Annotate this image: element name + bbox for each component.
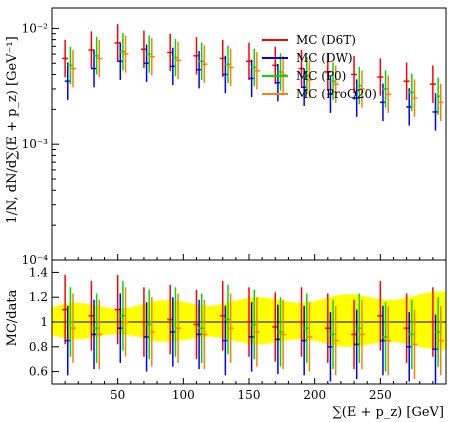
y-tick-label-top: 10⁻³ [22,137,49,151]
legend-label: MC (P0) [296,69,346,83]
x-tick-label: 200 [303,388,326,402]
y-axis-title-bottom: MC/data [5,289,20,346]
legend-label: MC (D6T) [296,33,356,47]
x-tick-label: 50 [110,388,125,402]
ratio-layer [62,274,444,384]
y-tick-label-bottom: 0.6 [29,365,48,379]
y-tick-label-bottom: 1 [40,315,48,329]
legend-label: MC (DW) [296,51,353,65]
series-layer [62,24,444,131]
legend: MC (D6T) MC (DW) MC (P0) MC (ProQ20) [262,33,377,101]
ratio-series-0 [62,274,436,370]
x-tick-label: 150 [238,388,261,402]
series-0 [62,24,436,103]
series-3 [70,35,444,121]
ratio-series-3 [70,287,444,380]
x-tick-label: 100 [172,388,195,402]
y-tick-label-bottom: 1.2 [29,290,48,304]
y-axis-title-top: 1/N, dN/d∑(E + p_z) [GeV⁻¹] [5,36,20,223]
x-axis-title: ∑(E + p_z) [GeV] [333,405,444,420]
axis-layer: 50 100 150 200 250 10⁻² 10⁻³ 10⁻⁴ 0.6 0.8 1 1.2 1.4 [22,21,434,402]
legend-label: MC (ProQ20) [296,87,377,101]
x-tick-label: 250 [369,388,392,402]
y-tick-label-top: 10⁻⁴ [22,253,49,267]
y-tick-label-bottom: 0.8 [29,340,48,354]
y-tick-label-bottom: 1.4 [29,265,48,279]
y-tick-label-top: 10⁻² [22,21,49,35]
